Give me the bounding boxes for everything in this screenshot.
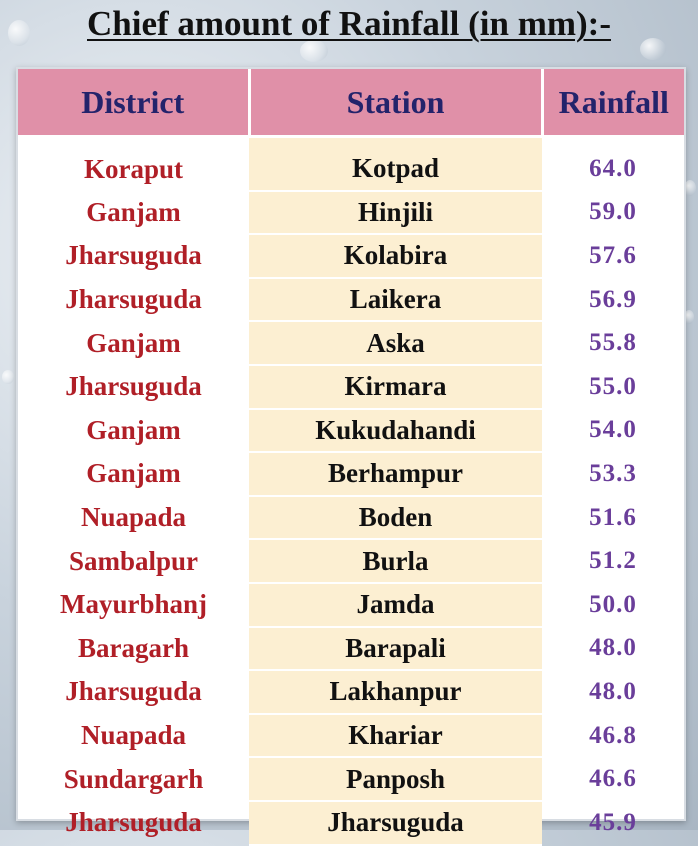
water-drop-decoration xyxy=(684,310,694,324)
district-cell: Nuapada xyxy=(80,720,187,751)
district-cell: Jharsuguda xyxy=(65,284,202,315)
table-row: Ganjam Berhampur 53.3 xyxy=(18,452,684,497)
rainfall-cell: 46.6 xyxy=(589,765,637,793)
table-body: Koraput Kotpad 64.0 Ganjam Hinjili 59.0 Jharsu… xyxy=(18,136,684,846)
table-row: Koraput Kotpad 64.0 xyxy=(18,136,684,192)
page-title: Chief amount of Rainfall (in mm):- xyxy=(87,4,611,43)
water-drop-decoration xyxy=(300,40,328,62)
rainfall-cell: 54.0 xyxy=(589,416,637,444)
water-drop-decoration xyxy=(684,180,696,196)
rainfall-cell: 59.0 xyxy=(589,198,637,226)
table-row: Ganjam Hinjili 59.0 xyxy=(18,190,684,236)
table-row: Nuapada Boden 51.6 xyxy=(18,495,684,541)
station-cell: Burla xyxy=(249,539,542,584)
table-row: Sambalpur Burla 51.2 xyxy=(18,539,684,584)
column-header-rainfall: Rainfall xyxy=(542,69,684,138)
rainfall-cell: 48.0 xyxy=(589,634,637,662)
column-header-district: District xyxy=(18,69,251,138)
table-row: Jharsuguda Kolabira 57.6 xyxy=(18,234,684,279)
district-cell: Sundargarh xyxy=(63,763,204,794)
district-cell: Sambalpur xyxy=(68,545,199,576)
rainfall-table-card: District Station Rainfall Koraput Kotpad 6… xyxy=(16,67,686,846)
station-cell: Lakhanpur xyxy=(249,670,542,715)
table-row: Ganjam Aska 55.8 xyxy=(18,321,684,366)
station-cell: Jamda xyxy=(249,582,542,628)
rainfall-cell: 45.9 xyxy=(589,808,637,836)
district-cell: Ganjam xyxy=(86,196,181,227)
district-cell: Koraput xyxy=(83,153,183,184)
station-cell: Hinjili xyxy=(249,190,542,236)
rainfall-cell: 55.8 xyxy=(589,329,637,357)
table-row: Jharsuguda Kirmara 55.0 xyxy=(18,364,684,410)
district-cell: Baragarh xyxy=(78,632,189,663)
rainfall-cell: 53.3 xyxy=(589,459,637,487)
rainfall-table: District Station Rainfall Koraput Kotpad 6… xyxy=(18,69,684,846)
rainfall-cell: 51.6 xyxy=(589,503,637,531)
table-row: Jharsuguda Laikera 56.9 xyxy=(18,277,684,323)
district-cell: Nuapada xyxy=(80,502,187,533)
district-cell: Ganjam xyxy=(86,327,181,358)
district-cell: Jharsuguda xyxy=(65,807,202,838)
station-cell: Khariar xyxy=(249,713,542,759)
water-drop-decoration xyxy=(2,370,14,384)
station-cell: Kolabira xyxy=(249,234,542,279)
rainfall-cell: 51.2 xyxy=(589,547,637,575)
table-header-row: District Station Rainfall xyxy=(18,69,684,138)
water-drop-decoration xyxy=(640,38,666,60)
rainfall-cell: 57.6 xyxy=(589,241,637,269)
rainfall-cell: 46.8 xyxy=(589,721,637,749)
station-cell: Laikera xyxy=(249,277,542,323)
district-cell: Mayurbhanj xyxy=(59,589,208,620)
rainfall-cell: 56.9 xyxy=(589,285,637,313)
station-cell: Kirmara xyxy=(249,364,542,410)
district-cell: Ganjam xyxy=(86,458,181,489)
table-row: Nuapada Khariar 46.8 xyxy=(18,713,684,759)
district-cell: Jharsuguda xyxy=(65,371,202,402)
rainfall-cell: 64.0 xyxy=(589,155,637,183)
table-row: Sundargarh Panposh 46.6 xyxy=(18,757,684,802)
table-row: Jharsuguda Jharsuguda 45.9 xyxy=(18,800,684,846)
district-cell: Jharsuguda xyxy=(65,676,202,707)
station-cell: Jharsuguda xyxy=(249,800,542,846)
table-row: Baragarh Barapali 48.0 xyxy=(18,626,684,672)
district-cell: Jharsuguda xyxy=(65,240,202,271)
rainfall-cell: 50.0 xyxy=(589,590,637,618)
station-cell: Panposh xyxy=(249,757,542,802)
water-drop-decoration xyxy=(8,20,30,46)
rainfall-cell: 55.0 xyxy=(589,372,637,400)
station-cell: Kukudahandi xyxy=(249,408,542,454)
district-cell: Ganjam xyxy=(86,414,181,445)
column-header-station: Station xyxy=(249,69,544,138)
station-cell: Aska xyxy=(249,321,542,366)
rainfall-cell: 48.0 xyxy=(589,677,637,705)
station-cell: Berhampur xyxy=(249,452,542,497)
station-cell: Barapali xyxy=(249,626,542,672)
station-cell: Kotpad xyxy=(249,136,542,192)
table-row: Ganjam Kukudahandi 54.0 xyxy=(18,408,684,454)
table-row: Mayurbhanj Jamda 50.0 xyxy=(18,582,684,628)
station-cell: Boden xyxy=(249,495,542,541)
table-row: Jharsuguda Lakhanpur 48.0 xyxy=(18,670,684,715)
